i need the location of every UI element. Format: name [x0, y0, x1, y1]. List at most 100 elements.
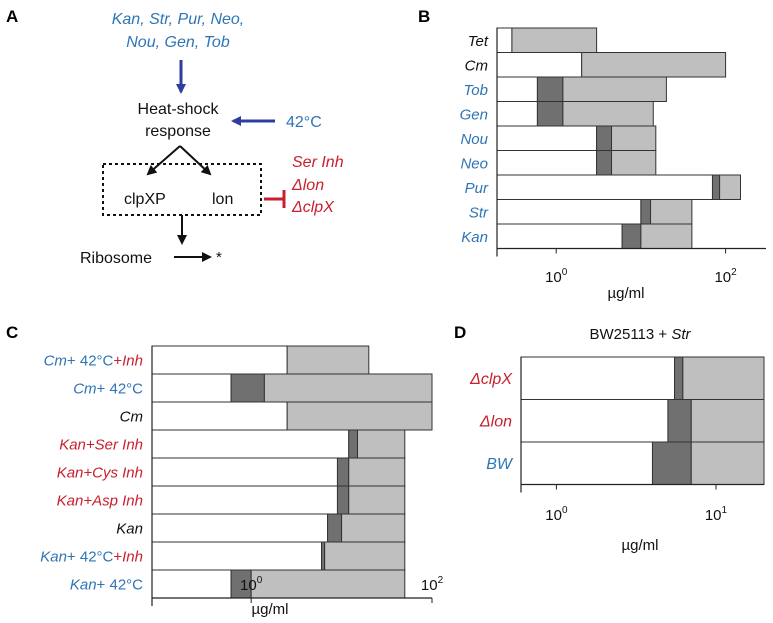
bar-b-7-transition [640, 199, 652, 225]
lon-label: lon [212, 191, 233, 208]
star-mark: * [216, 249, 222, 266]
row-label-part: Kan [116, 521, 143, 538]
row-label-part: + 42°C [67, 549, 114, 566]
bar-d-0-inhibited [682, 356, 765, 400]
tick-exponent: 1 [722, 505, 728, 516]
x-tick-label-d-0: 100 [545, 505, 568, 524]
bar-c-4-inhibited [348, 457, 406, 487]
panel-b-ticks: 100 102 [545, 248, 737, 286]
bar-b-8-transition [621, 223, 642, 249]
row-label-b-3: Gen [460, 106, 488, 123]
panel-a: A Kan, Str, Pur, Neo, Nou, Gen, Tob Heat… [6, 7, 344, 267]
bar-b-5-transition [596, 150, 613, 176]
row-label-c-4: Kan+Cys Inh [57, 465, 143, 482]
row-label-c-7: Kan+ 42°C+Inh [40, 549, 143, 566]
temperature-label: 42°C [286, 114, 322, 131]
panel-c-xlabel: µg/ml [252, 601, 289, 618]
panel-c-bars [151, 345, 433, 606]
inhibitor-dlon: Δlon [291, 177, 324, 194]
row-label-part: Inh [122, 549, 143, 566]
bar-c-2-inhibited [286, 401, 433, 431]
row-label-b-6: Pur [465, 180, 489, 197]
bar-d-1-transition [667, 399, 692, 443]
clpxp-label: clpXP [124, 191, 166, 208]
bar-b-3-inhibited [562, 101, 654, 127]
bar-b-8-growth [496, 223, 623, 249]
panel-b-label: B [418, 7, 430, 26]
bar-b-0-growth [496, 27, 513, 53]
antibiotic-list-line1: Kan, Str, Pur, Neo, [112, 11, 245, 28]
x-tick-label-d-1: 101 [705, 505, 728, 524]
panel-d-title-plus: + [654, 326, 671, 343]
panel-d-row-labels: ΔclpX Δlon BW [469, 371, 514, 473]
row-label-part: + 42°C [67, 353, 114, 370]
tick-exponent: 2 [731, 267, 737, 278]
panel-b-row-labels: Tet Cm Tob Gen Nou Neo Pur Str Kan [460, 33, 489, 246]
bar-b-4-transition [596, 125, 613, 151]
bar-b-0-inhibited [511, 27, 598, 53]
tick-exponent: 2 [438, 575, 444, 586]
x-tick-label-c-1: 102 [421, 575, 444, 594]
row-label-b-0: Tet [468, 33, 489, 50]
row-label-part: + [113, 353, 122, 370]
bar-c-2-growth [151, 401, 288, 431]
panel-b-xlabel: µg/ml [608, 285, 645, 302]
row-label-part: + 42°C [97, 577, 144, 594]
tick-exponent: 0 [562, 505, 568, 516]
panel-d-bars [520, 356, 765, 493]
bar-c-1-transition [230, 373, 265, 403]
row-label-c-2: Cm [120, 409, 143, 426]
bar-c-8-inhibited [250, 569, 406, 599]
row-label-part: Kan+Cys Inh [57, 465, 143, 482]
row-label-c-6: Kan [116, 521, 143, 538]
bar-c-7-inhibited [324, 541, 406, 571]
row-label-b-1: Cm [465, 57, 488, 74]
panel-a-label: A [6, 7, 18, 26]
row-label-part: Cm [44, 353, 67, 370]
bar-c-8-growth [151, 569, 232, 599]
bar-d-0-growth [520, 356, 676, 400]
panel-d-title-antibiotic: Str [671, 326, 691, 343]
bar-b-3-growth [496, 101, 538, 127]
antibiotic-list-line2: Nou, Gen, Tob [126, 34, 230, 51]
row-label-d-2: BW [486, 456, 514, 473]
bar-b-1-growth [496, 52, 583, 78]
row-label-b-7: Str [469, 204, 489, 221]
bar-b-4-growth [496, 125, 598, 151]
arrow-to-lon [179, 145, 212, 176]
tick-base: 10 [714, 269, 731, 286]
bar-b-6-growth [496, 174, 713, 200]
panel-d-title-strain: BW25113 [589, 326, 654, 343]
bar-b-1-inhibited [581, 52, 727, 78]
row-label-b-4: Nou [460, 131, 488, 148]
bar-c-1-growth [151, 373, 232, 403]
row-label-c-3: Kan+Ser Inh [59, 437, 143, 454]
row-label-part: Inh [122, 353, 143, 370]
bar-b-2-transition [536, 76, 564, 102]
x-tick-label-b-0: 100 [545, 267, 568, 286]
bar-b-3-transition [536, 101, 564, 127]
tick-base: 10 [705, 507, 722, 524]
bar-d-2-inhibited [690, 441, 765, 485]
bar-c-4-growth [151, 457, 338, 487]
tick-base: 10 [240, 577, 257, 594]
row-label-part: Cm [73, 381, 96, 398]
tick-exponent: 0 [562, 267, 568, 278]
bar-c-4-transition [336, 457, 350, 487]
panel-d-ticks: 100 101 [545, 484, 728, 524]
bar-c-1-inhibited [263, 373, 433, 403]
bar-c-5-growth [151, 485, 338, 515]
tick-base: 10 [545, 507, 562, 524]
bar-c-5-inhibited [348, 485, 406, 515]
panel-b-bars [496, 27, 766, 257]
panel-d-xlabel: µg/ml [622, 537, 659, 554]
row-label-b-2: Tob [464, 82, 488, 99]
bar-b-7-inhibited [650, 199, 693, 225]
arrow-to-clpxp [146, 145, 181, 176]
panel-d-label: D [454, 323, 466, 342]
tick-exponent: 0 [257, 575, 263, 586]
bar-c-5-transition [336, 485, 350, 515]
bar-b-7-growth [496, 199, 642, 225]
